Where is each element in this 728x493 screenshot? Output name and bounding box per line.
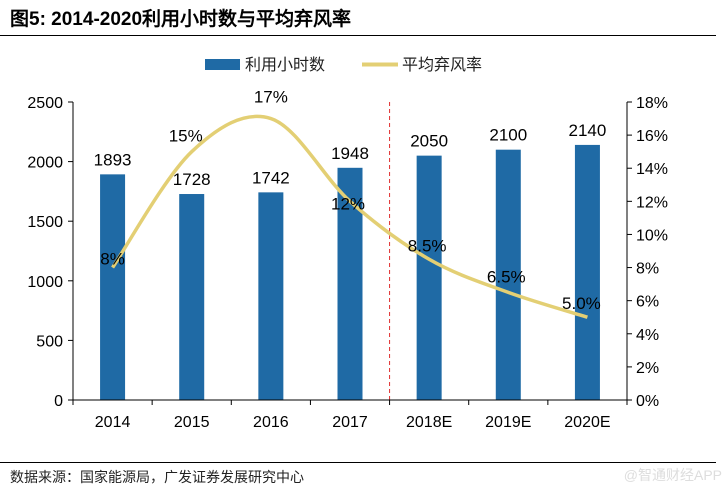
legend-label-bar: 利用小时数 (245, 56, 325, 74)
right-tick-label: 12% (636, 194, 668, 211)
line-label-2019E: 6.5% (487, 267, 526, 286)
watermark: @智通财经APP (623, 467, 722, 483)
left-tick-label: 1500 (27, 214, 63, 231)
right-tick-label: 6% (636, 294, 659, 311)
x-tick-label: 2020E (564, 414, 610, 431)
right-tick-label: 0% (636, 393, 659, 410)
bar-2019E (495, 149, 521, 400)
bar-label-2015: 1728 (173, 170, 211, 189)
x-tick-label: 2014 (95, 414, 131, 431)
x-tick-label: 2019E (485, 414, 531, 431)
bar-label-2020E: 2140 (569, 121, 607, 140)
bar-2014 (100, 174, 126, 400)
right-tick-label: 18% (636, 95, 668, 112)
legend-label-line: 平均弃风率 (402, 56, 482, 74)
line-label-2017: 12% (331, 194, 365, 213)
source-divider (0, 462, 716, 463)
x-tick-label: 2016 (253, 414, 289, 431)
right-tick-label: 8% (636, 261, 659, 278)
left-tick-label: 1000 (27, 274, 63, 291)
line-series (111, 114, 588, 319)
left-tick-label: 500 (36, 333, 63, 350)
right-tick-label: 4% (636, 327, 659, 344)
left-tick-label: 2500 (27, 95, 63, 112)
line-label-2018E: 8.5% (408, 236, 447, 255)
right-tick-label: 2% (636, 360, 659, 377)
right-tick-label: 10% (636, 227, 668, 244)
right-tick-label: 16% (636, 128, 668, 145)
bar-label-2014: 1893 (94, 150, 132, 169)
x-tick-label: 2018E (406, 414, 452, 431)
bar-2016 (258, 192, 284, 400)
line-label-2016: 17% (254, 88, 288, 107)
bar-label-2019E: 2100 (489, 126, 527, 145)
left-tick-label: 0 (54, 393, 63, 410)
source-note: 数据来源：国家能源局，广发证券发展研究中心 (10, 469, 304, 485)
line-label-2015: 15% (169, 127, 203, 146)
bar-label-2016: 1742 (252, 168, 290, 187)
line-label-2014: 8% (100, 250, 125, 269)
line-label-2020E: 5.0% (562, 294, 601, 313)
right-tick-label: 14% (636, 161, 668, 178)
left-tick-label: 2000 (27, 155, 63, 172)
x-tick-label: 2017 (332, 414, 368, 431)
x-tick-label: 2015 (174, 414, 210, 431)
title-divider (0, 35, 716, 36)
bar-2020E (574, 144, 600, 400)
legend-swatch-bar (205, 59, 240, 70)
bar-2018E (416, 155, 442, 400)
figure-title: 图5: 2014-2020利用小时数与平均弃风率 (10, 9, 352, 30)
bar-2015 (179, 194, 205, 400)
chart: 利用小时数 平均弃风率 1893 1728 1742 1948 2050 2100 2140 0 5… (27, 56, 668, 431)
bar-label-2017: 1948 (331, 144, 369, 163)
bar-label-2018E: 2050 (410, 132, 448, 151)
